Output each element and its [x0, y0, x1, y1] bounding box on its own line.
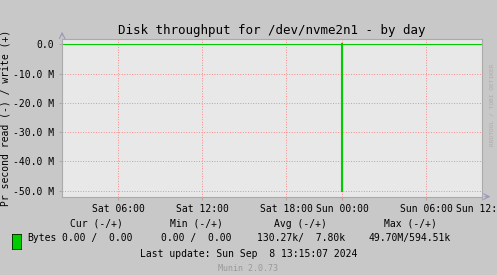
Text: Munin 2.0.73: Munin 2.0.73	[219, 265, 278, 273]
Title: Disk throughput for /dev/nvme2n1 - by day: Disk throughput for /dev/nvme2n1 - by da…	[118, 24, 426, 37]
Text: 0.00 /  0.00: 0.00 / 0.00	[62, 233, 132, 243]
Text: Min (-/+): Min (-/+)	[170, 219, 223, 229]
Text: 0.00 /  0.00: 0.00 / 0.00	[161, 233, 232, 243]
Text: Max (-/+): Max (-/+)	[384, 219, 436, 229]
Y-axis label: Pr second read (-) / write (+): Pr second read (-) / write (+)	[0, 29, 10, 206]
Text: Avg (-/+): Avg (-/+)	[274, 219, 327, 229]
Text: Cur (-/+): Cur (-/+)	[71, 219, 123, 229]
Text: Bytes: Bytes	[27, 233, 57, 243]
Text: 130.27k/  7.80k: 130.27k/ 7.80k	[256, 233, 345, 243]
Text: 49.70M/594.51k: 49.70M/594.51k	[369, 233, 451, 243]
Text: RRDTOOL / TOBI OETIKER: RRDTOOL / TOBI OETIKER	[490, 63, 495, 146]
Text: Last update: Sun Sep  8 13:15:07 2024: Last update: Sun Sep 8 13:15:07 2024	[140, 249, 357, 259]
